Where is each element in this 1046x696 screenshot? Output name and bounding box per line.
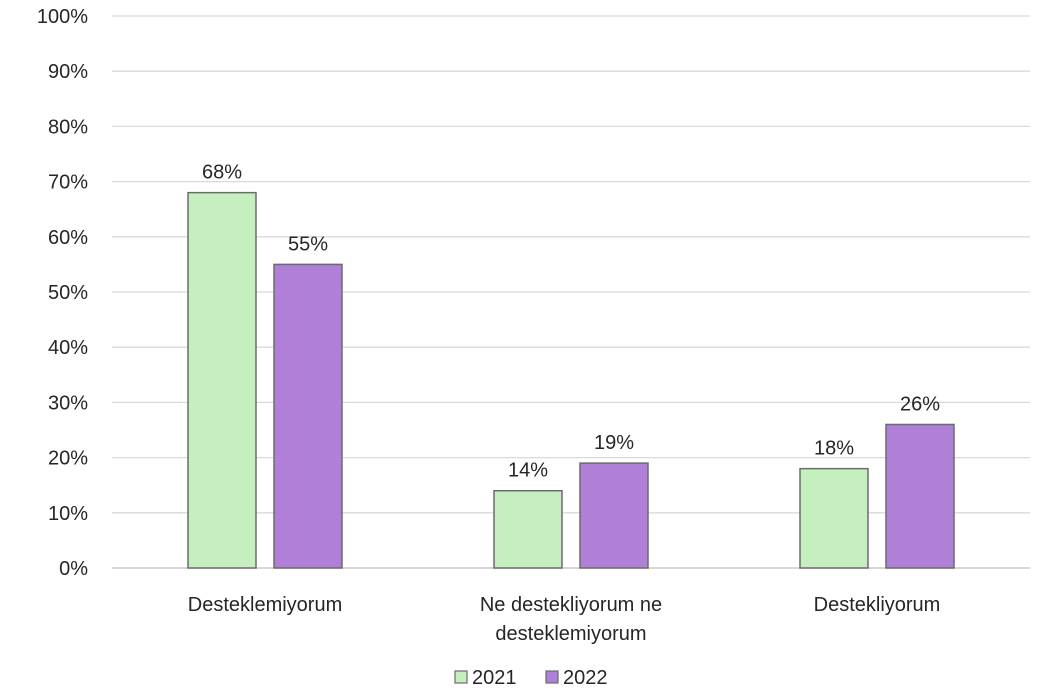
data-label-2022-2: 26% xyxy=(900,393,940,415)
y-tick-label: 50% xyxy=(48,282,88,304)
y-tick-label: 30% xyxy=(48,392,88,414)
y-tick-label: 70% xyxy=(48,172,88,194)
category-label: Destekliyorum xyxy=(814,594,941,616)
y-tick-label: 20% xyxy=(48,448,88,470)
legend: 2021 2022 xyxy=(454,667,608,689)
bar-2022-0 xyxy=(273,263,343,569)
legend-label-2021: 2021 xyxy=(472,667,517,689)
data-label-2022-1: 19% xyxy=(594,432,634,454)
bar-2022-1 xyxy=(579,462,649,569)
bar-2021-0 xyxy=(187,191,257,569)
y-tick-label: 80% xyxy=(48,116,88,138)
data-labels: 68% 55% 14% 19% 18% 26% xyxy=(202,162,940,482)
y-tick-label: 90% xyxy=(48,61,88,83)
bar-2022-2 xyxy=(885,423,955,569)
x-axis-categories: Desteklemiyorum Ne destekliyorum ne destek… xyxy=(188,594,941,645)
data-label-2022-0: 55% xyxy=(288,233,328,255)
category-label: Desteklemiyorum xyxy=(188,594,342,616)
bar-2021-1 xyxy=(493,489,563,569)
data-label-2021-0: 68% xyxy=(202,162,242,184)
gridlines xyxy=(112,15,1030,569)
y-tick-label: 40% xyxy=(48,337,88,359)
data-label-2021-2: 18% xyxy=(814,438,854,460)
y-axis-ticks: 0% 10% 20% 30% 40% 50% 60% 70% 80% 90% 100% xyxy=(37,6,88,580)
legend-swatch-2022 xyxy=(545,670,559,684)
legend-label-2022: 2022 xyxy=(563,667,608,689)
category-label: Ne destekliyorum ne xyxy=(480,594,662,616)
bars xyxy=(187,191,955,569)
y-tick-label: 0% xyxy=(59,558,88,580)
legend-swatch-2021 xyxy=(454,670,468,684)
y-tick-label: 60% xyxy=(48,227,88,249)
bar-2021-2 xyxy=(799,467,869,569)
data-label-2021-1: 14% xyxy=(508,460,548,482)
category-label: desteklemiyorum xyxy=(495,623,646,645)
y-tick-label: 100% xyxy=(37,6,88,28)
y-tick-label: 10% xyxy=(48,503,88,525)
